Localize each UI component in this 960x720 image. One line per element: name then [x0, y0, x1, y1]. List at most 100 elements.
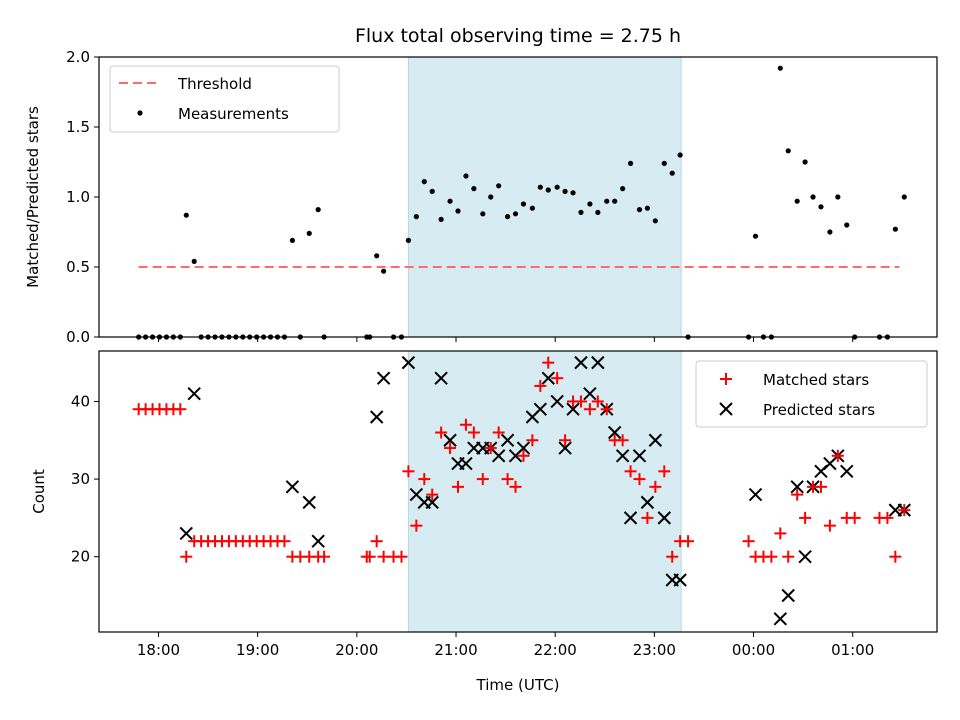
x-tick-label: 22:00: [534, 641, 577, 659]
matched-star-point: [444, 442, 457, 455]
predicted-star-point: [401, 355, 416, 370]
matched-star-point: [551, 372, 564, 385]
measurement-point: [562, 188, 568, 194]
measurement-point: [537, 184, 543, 190]
measurement-point: [901, 194, 907, 200]
predicted-star-point: [311, 534, 325, 548]
measurement-point: [429, 188, 435, 194]
matched-star-point: [526, 434, 539, 447]
measurement-point: [315, 207, 321, 213]
matched-star-point: [395, 550, 408, 563]
matched-star-point: [616, 434, 629, 447]
y-tick-label: 40: [71, 392, 90, 410]
predicted-star-point: [491, 449, 506, 463]
top-ticks: 0.0 0.5 1.0 1.5 2.0: [66, 48, 854, 346]
x-tick-label: 21:00: [434, 641, 477, 659]
predicted-star-point: [615, 449, 630, 463]
top-observing-window: [407, 56, 682, 338]
matched-star-point: [534, 379, 547, 392]
predicted-star-point: [583, 386, 597, 401]
matched-star-point: [889, 550, 902, 563]
measurement-point: [554, 184, 560, 190]
measurement-point: [578, 209, 584, 215]
legend-measurement-label: Measurements: [178, 105, 289, 123]
matched-star-point: [542, 356, 555, 369]
measurement-point: [183, 212, 189, 218]
bottom-ylabel: Count: [30, 469, 48, 514]
measurement-point: [677, 152, 683, 158]
measurement-point: [504, 214, 511, 220]
y-tick-label: 20: [71, 548, 90, 566]
measurement-point: [802, 159, 808, 165]
measurement-point: [438, 216, 444, 222]
measurement-point: [777, 65, 783, 71]
x-tick-label: 19:00: [236, 641, 279, 659]
measurement-point: [810, 194, 816, 200]
y-tick-label: 0.0: [66, 328, 90, 346]
predicted-star-point: [781, 588, 795, 603]
measurement-point: [785, 148, 791, 154]
predicted-star-point: [302, 495, 316, 510]
measurement-point: [570, 190, 576, 196]
predicted-star-point: [443, 433, 457, 447]
measurement-point: [827, 229, 833, 235]
matched-star-point: [823, 519, 836, 532]
matched-star-point: [410, 519, 423, 532]
predicted-star-point: [516, 441, 531, 455]
matched-star-point: [898, 504, 911, 517]
measurement-point: [595, 209, 601, 215]
predicted-star-point: [550, 394, 564, 409]
measurement-point: [620, 186, 626, 192]
matched-star-point: [591, 395, 604, 408]
measurement-point: [488, 194, 494, 200]
measurement-point: [892, 226, 898, 232]
matched-star-point: [318, 550, 331, 563]
measurement-point: [752, 233, 759, 239]
predicted-star-point: [574, 355, 588, 370]
bottom-ticks: 18:00 19:00 20:00 21:00 22:00 23:00 00:00 01:00…: [71, 392, 874, 659]
count-points: [132, 355, 911, 626]
y-tick-label: 0.5: [66, 258, 90, 276]
x-tick-label: 18:00: [137, 641, 180, 659]
measurement-point: [496, 183, 502, 189]
predicted-star-point: [425, 495, 439, 510]
matched-star-point: [742, 535, 755, 548]
top-panel: 0.00.51.01.52.0 Matched/Predicted stars …: [24, 48, 938, 346]
top-legend-box: [109, 65, 340, 133]
measurement-point: [421, 179, 427, 185]
matched-star-point: [180, 550, 193, 563]
bottom-legend-box: [695, 360, 928, 428]
predicted-star-point: [558, 441, 572, 455]
matched-star-point: [426, 488, 439, 501]
top-legend: Threshold Measurements: [109, 65, 340, 133]
measurement-point: [463, 173, 469, 179]
measurement-point: [520, 201, 527, 207]
measurement-point: [289, 237, 295, 243]
measurement-point: [612, 198, 618, 204]
measurement-point: [381, 268, 387, 274]
measurement-point: [512, 211, 519, 217]
matched-star-point: [641, 511, 654, 524]
matched-star-point: [583, 403, 596, 416]
y-tick-label: 2.0: [66, 48, 90, 66]
matched-star-point: [881, 511, 894, 524]
top-axes-frame: [98, 56, 938, 338]
matched-star-point: [402, 465, 415, 478]
measurement-point: [480, 211, 486, 217]
y-tick-label: 30: [71, 470, 90, 488]
matched-star-point: [600, 403, 613, 416]
matched-star-point: [574, 395, 587, 408]
matched-star-point: [774, 527, 787, 540]
matched-star-point: [484, 442, 497, 455]
predicted-star-point: [285, 480, 300, 494]
legend-threshold-label: Threshold: [177, 75, 252, 93]
predicted-star-point: [434, 371, 448, 385]
legend-predicted-swatch: [719, 402, 733, 416]
matched-star-point: [633, 473, 646, 486]
measurement-point: [818, 204, 824, 210]
matched-star-point: [649, 480, 662, 493]
predicted-star-point: [591, 355, 605, 370]
matched-star-point: [492, 426, 505, 439]
matched-star-point: [363, 550, 376, 563]
